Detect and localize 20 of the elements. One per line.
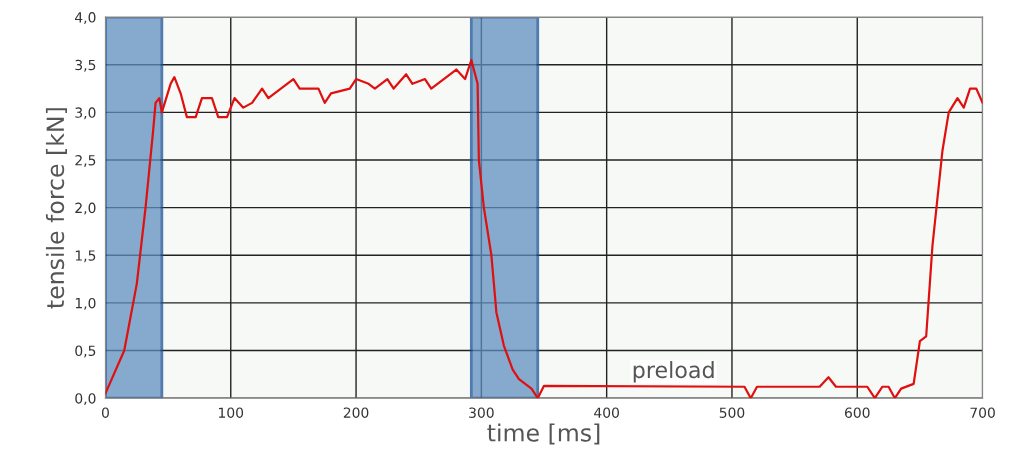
y-tick-label: 3,0 [75, 107, 96, 120]
y-tick-label: 3,5 [75, 59, 96, 72]
x-tick-label: 0 [101, 407, 109, 418]
y-tick-label: 0,0 [75, 393, 96, 406]
y-tick-label: 0,5 [75, 345, 96, 358]
x-tick-label: 400 [594, 407, 619, 418]
x-tick-label: 100 [219, 407, 244, 418]
y-tick-label: 2,5 [75, 154, 96, 167]
x-tick-label: 500 [719, 407, 745, 418]
x-tick-label: 700 [970, 407, 995, 418]
y-tick-label: 2,0 [75, 202, 96, 215]
x-tick-label: 600 [844, 407, 870, 418]
x-tick-label: 300 [469, 407, 494, 418]
annotation: preload [633, 361, 714, 383]
x-axis-title: time [ms] [487, 423, 600, 445]
x-tick-label: 200 [343, 407, 369, 418]
y-tick-label: 1,5 [75, 250, 96, 263]
y-tick-label: 1,0 [75, 297, 96, 310]
y-tick-label: 4,0 [75, 12, 96, 25]
y-axis-title: tensile force [kN] [45, 108, 67, 309]
